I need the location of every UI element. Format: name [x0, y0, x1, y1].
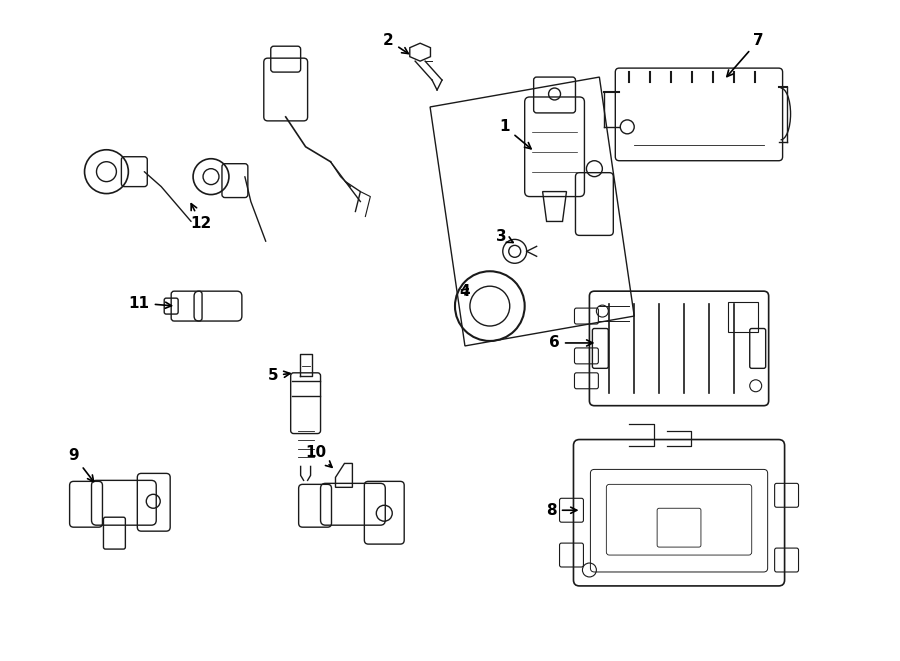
Text: 11: 11 — [129, 295, 172, 311]
Text: 8: 8 — [546, 503, 577, 518]
Text: 4: 4 — [460, 284, 470, 299]
Text: 7: 7 — [727, 33, 764, 77]
Text: 3: 3 — [497, 229, 513, 244]
Text: 1: 1 — [500, 120, 531, 149]
Text: 5: 5 — [267, 368, 290, 383]
Text: 6: 6 — [549, 335, 593, 350]
Text: 9: 9 — [68, 448, 94, 482]
Text: 12: 12 — [191, 204, 211, 231]
Text: 2: 2 — [382, 33, 409, 54]
Text: 10: 10 — [305, 445, 332, 467]
